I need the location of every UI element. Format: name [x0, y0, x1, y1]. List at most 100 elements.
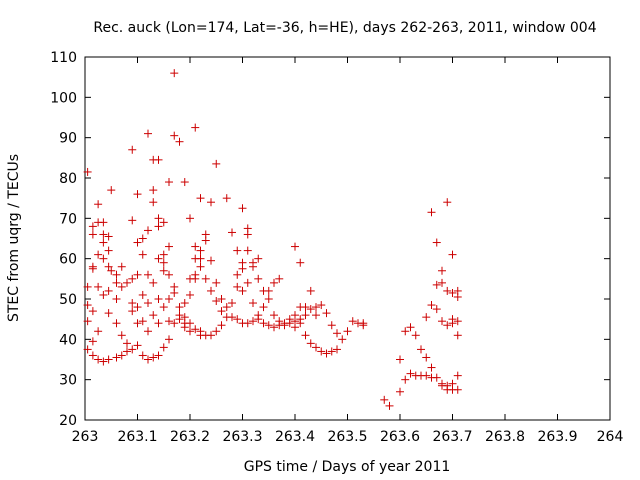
y-tick-label: 80 — [59, 171, 77, 187]
data-point — [396, 387, 404, 396]
data-point — [401, 375, 410, 384]
data-point — [338, 335, 347, 344]
data-point — [88, 351, 97, 360]
data-point — [94, 282, 103, 291]
data-point — [448, 250, 457, 259]
data-point — [117, 331, 126, 340]
data-point — [123, 278, 131, 287]
data-point — [154, 295, 163, 303]
data-point — [159, 303, 168, 312]
data-point — [401, 327, 410, 336]
data-point — [133, 341, 142, 350]
data-point — [359, 321, 368, 330]
data-point — [83, 317, 92, 326]
data-point — [138, 290, 147, 299]
data-point — [453, 292, 462, 301]
data-point — [432, 373, 441, 382]
data-point — [396, 355, 404, 364]
data-point — [133, 319, 142, 328]
data-point — [317, 301, 326, 310]
data-point — [301, 331, 310, 340]
data-point — [296, 258, 305, 267]
data-point — [175, 315, 184, 324]
data-point — [207, 331, 215, 340]
data-point — [154, 319, 163, 328]
data-point — [327, 347, 336, 356]
data-point — [88, 230, 97, 239]
data-point — [196, 194, 205, 203]
data-point — [104, 355, 113, 364]
chart-title: Rec. auck (Lon=174, Lat=-36, h=HE), days… — [93, 20, 596, 36]
data-point — [312, 303, 320, 312]
data-point — [249, 262, 257, 271]
data-point — [228, 228, 236, 237]
y-axis: 20 30 40 50 60 70 80 90 100 110 — [50, 50, 610, 429]
data-point — [144, 129, 152, 138]
data-point — [154, 214, 163, 223]
data-point — [233, 282, 242, 291]
data-point — [165, 295, 173, 303]
data-point — [417, 345, 425, 354]
plot-frame — [84, 56, 611, 421]
data-point — [254, 254, 263, 263]
data-point — [201, 274, 210, 283]
data-point — [264, 286, 273, 295]
data-point — [438, 266, 446, 275]
x-axis: 263 263.1 263.2 263.3 263.4 263.5 263.6 263.7 26… — [72, 57, 623, 445]
data-point — [104, 262, 113, 271]
data-point — [443, 321, 452, 330]
data-point — [94, 355, 103, 364]
data-point — [170, 288, 179, 297]
data-point — [170, 131, 179, 140]
x-tick-label: 263.3 — [222, 429, 262, 445]
data-point — [259, 303, 268, 312]
scatter-points — [83, 69, 462, 410]
y-tick-label: 110 — [50, 50, 77, 66]
data-point — [238, 286, 247, 295]
data-point — [306, 305, 315, 314]
data-point — [154, 254, 163, 263]
data-point — [264, 321, 273, 330]
data-point — [348, 317, 357, 326]
x-tick-label: 263.7 — [432, 429, 472, 445]
data-point — [333, 329, 341, 338]
data-point — [107, 266, 116, 275]
data-point — [165, 317, 173, 326]
data-point — [112, 353, 121, 362]
data-point — [427, 208, 436, 217]
data-point — [117, 351, 126, 360]
data-point — [270, 323, 278, 332]
data-point — [94, 250, 103, 259]
data-point — [88, 264, 97, 273]
data-point — [222, 194, 231, 203]
data-point — [144, 355, 152, 364]
data-point — [301, 311, 310, 320]
data-point — [138, 234, 147, 243]
data-point — [380, 395, 389, 404]
data-point — [123, 347, 131, 356]
data-point — [238, 204, 247, 213]
data-point — [453, 317, 462, 326]
data-point — [254, 315, 263, 324]
data-point — [270, 311, 278, 320]
data-point — [191, 123, 200, 132]
data-point — [170, 69, 179, 78]
data-point — [149, 278, 158, 287]
data-point — [133, 190, 142, 199]
data-point — [296, 319, 305, 328]
data-point — [196, 246, 205, 255]
data-point — [432, 280, 441, 289]
data-point — [138, 351, 147, 360]
data-point — [104, 232, 113, 241]
y-tick-label: 30 — [59, 373, 77, 389]
data-point — [275, 274, 284, 283]
data-point — [144, 327, 152, 336]
data-point — [128, 345, 137, 354]
data-point — [133, 303, 142, 312]
data-point — [165, 335, 173, 344]
data-point — [270, 278, 278, 287]
data-point — [88, 307, 97, 316]
data-point — [159, 266, 168, 275]
data-point — [159, 343, 168, 352]
data-point — [264, 295, 273, 303]
